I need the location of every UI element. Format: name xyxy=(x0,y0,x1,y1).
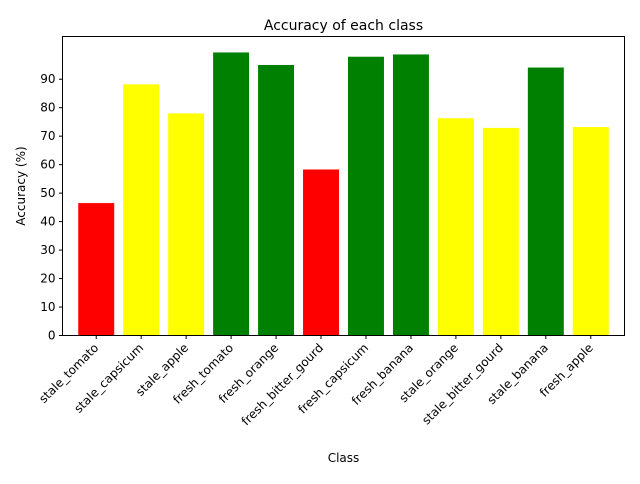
bar-stale_capsicum xyxy=(123,84,160,336)
bar-stale_bitter_gourd xyxy=(482,127,519,336)
bar-stale_tomato xyxy=(78,203,115,336)
y-axis-label: Accuracy (%) xyxy=(14,146,28,225)
x-axis-label: Class xyxy=(328,451,360,465)
chart-title: Accuracy of each class xyxy=(264,18,423,34)
bar-fresh_bitter_gourd xyxy=(303,169,340,336)
y-tick-label: 0 xyxy=(48,329,56,343)
plot-frame xyxy=(62,36,625,336)
bar-fresh_capsicum xyxy=(348,56,384,336)
y-tick-label: 30 xyxy=(40,243,55,257)
bar-stale_orange xyxy=(437,118,474,336)
y-tick-label: 40 xyxy=(40,215,55,229)
y-tick-label: 20 xyxy=(40,272,55,286)
y-axis: 0 10 20 30 40 50 60 70 80 90 xyxy=(40,72,63,343)
bar-stale_apple xyxy=(168,113,205,336)
bar-fresh_banana xyxy=(392,54,429,336)
y-tick-label: 50 xyxy=(40,186,55,200)
x-tick-label-stale_bitter_gourd: stale_bitter_gourd xyxy=(419,341,506,428)
y-tick-label: 70 xyxy=(40,129,55,143)
bar-fresh_tomato xyxy=(213,52,250,336)
bar-stale_banana xyxy=(527,67,564,336)
bar-fresh_apple xyxy=(572,127,609,336)
x-axis: stale_tomatostale_capsicumstale_applefre… xyxy=(36,335,596,428)
y-tick-label: 90 xyxy=(40,72,55,86)
y-tick-label: 60 xyxy=(40,158,55,172)
x-tick-label-fresh_bitter_gourd: fresh_bitter_gourd xyxy=(239,341,326,428)
bar-fresh_orange xyxy=(258,64,295,336)
y-tick-label: 80 xyxy=(40,101,55,115)
y-tick-label: 10 xyxy=(40,300,55,314)
bars-group xyxy=(78,52,609,336)
